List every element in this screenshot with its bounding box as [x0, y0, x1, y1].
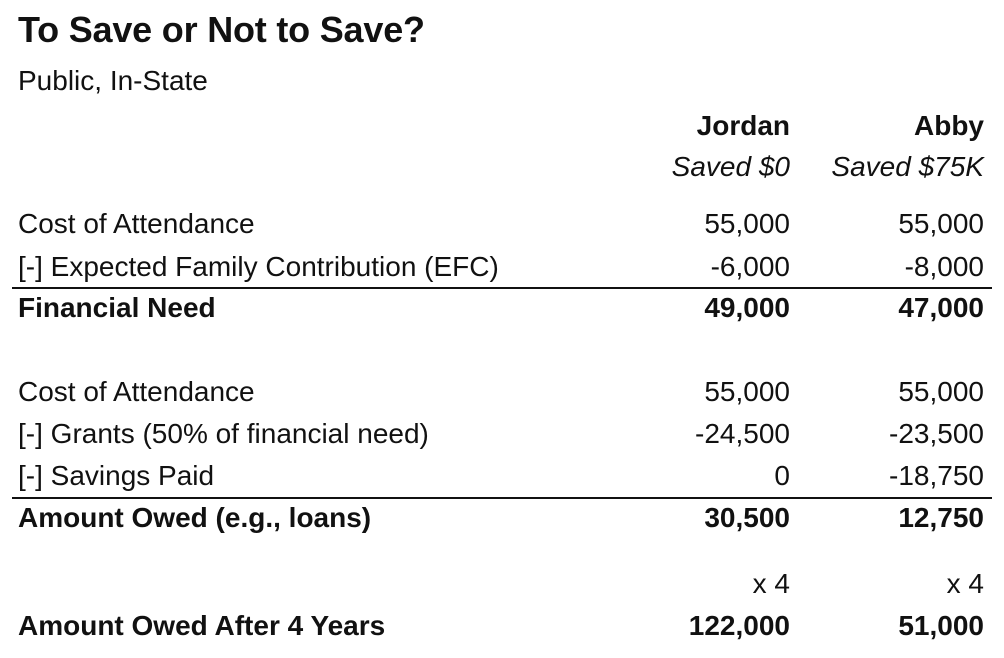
total-value-abby: 12,750 — [898, 502, 984, 533]
table-row: Cost of Attendance 55,000 55,000 — [18, 374, 984, 410]
total-divider — [12, 497, 992, 499]
row-value-jordan: -24,500 — [695, 418, 790, 449]
row-label: Cost of Attendance — [18, 376, 255, 407]
row-label: [-] Grants (50% of financial need) — [18, 418, 429, 449]
row-value-abby: 55,000 — [898, 208, 984, 239]
row-label: [-] Expected Family Contribution (EFC) — [18, 251, 499, 282]
final-label: Amount Owed After 4 Years — [18, 610, 386, 641]
final-value-abby: 51,000 — [898, 610, 984, 641]
row-value-abby: -23,500 — [889, 418, 984, 449]
final-value-jordan: 122,000 — [688, 610, 790, 641]
total-label: Amount Owed (e.g., loans) — [18, 502, 372, 533]
total-row-financial-need: Financial Need 49,000 47,000 — [18, 290, 984, 326]
total-label: Financial Need — [18, 292, 216, 323]
row-value-jordan: -6,000 — [710, 251, 790, 282]
table-row: [-] Expected Family Contribution (EFC) -… — [18, 249, 984, 285]
total-divider — [12, 287, 992, 289]
final-row-amount-owed-4-years: Amount Owed After 4 Years 122,000 51,000 — [18, 608, 984, 644]
total-row-amount-owed: Amount Owed (e.g., loans) 30,500 12,750 — [18, 500, 984, 536]
row-value-jordan: 0 — [774, 460, 790, 491]
row-label: Cost of Attendance — [18, 208, 255, 239]
column-header-row: Jordan Abby — [18, 108, 984, 144]
table-row: [-] Savings Paid 0 -18,750 — [18, 458, 984, 494]
table-row: [-] Grants (50% of financial need) -24,5… — [18, 416, 984, 452]
column-note-abby: Saved $75K — [831, 151, 984, 182]
row-value-abby: -8,000 — [904, 251, 984, 282]
multiplier-jordan: x 4 — [752, 568, 790, 599]
row-value-abby: 55,000 — [898, 376, 984, 407]
multiplier-row: x 4 x 4 — [18, 566, 984, 602]
page-subtitle: Public, In-State — [18, 65, 208, 96]
column-header-abby: Abby — [914, 110, 984, 141]
column-note-row: Saved $0 Saved $75K — [18, 149, 984, 185]
table-row: Cost of Attendance 55,000 55,000 — [18, 206, 984, 242]
row-value-jordan: 55,000 — [704, 208, 790, 239]
row-value-jordan: 55,000 — [704, 376, 790, 407]
total-value-jordan: 30,500 — [704, 502, 790, 533]
page-title: To Save or Not to Save? — [18, 9, 425, 50]
column-note-jordan: Saved $0 — [671, 151, 790, 182]
multiplier-abby: x 4 — [946, 568, 984, 599]
row-label: [-] Savings Paid — [18, 460, 215, 491]
total-value-jordan: 49,000 — [704, 292, 790, 323]
column-header-jordan: Jordan — [696, 110, 790, 141]
total-value-abby: 47,000 — [898, 292, 984, 323]
row-value-abby: -18,750 — [889, 460, 984, 491]
